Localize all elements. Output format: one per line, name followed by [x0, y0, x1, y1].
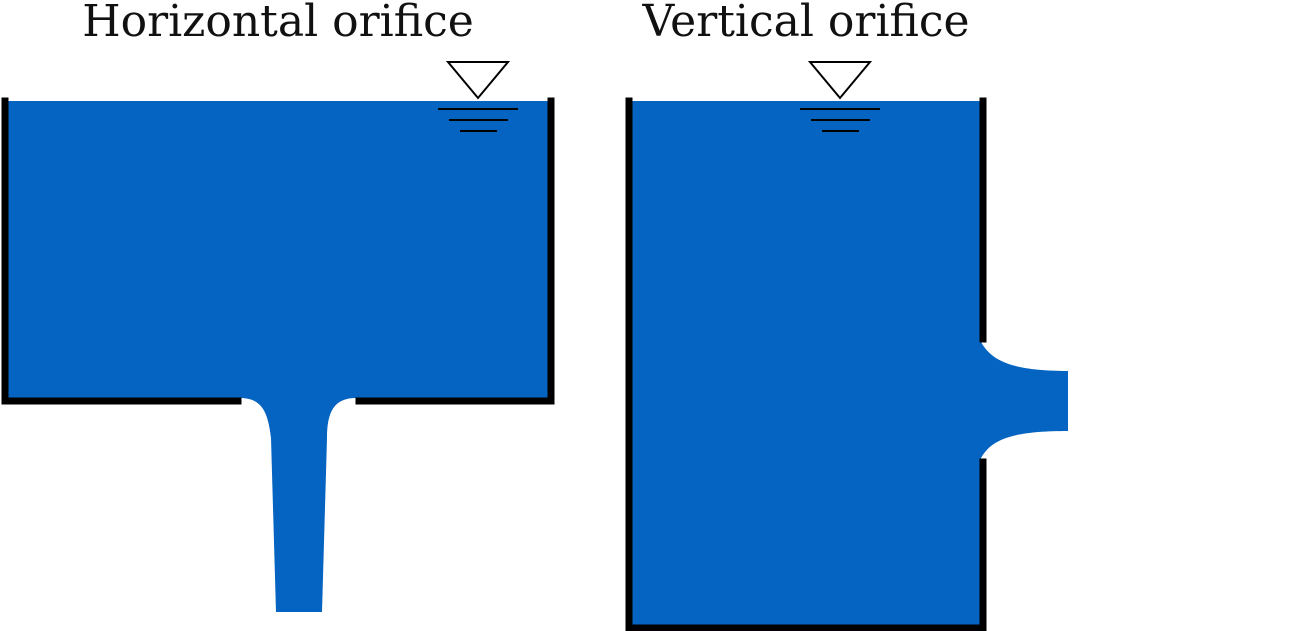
right-tank-wall-left-bottom-right: [625, 97, 987, 631]
horizontal-orifice-tank: [1, 61, 555, 612]
vertical-orifice-title: Vertical orifice: [641, 0, 969, 47]
vertical-orifice-tank: [625, 61, 1068, 631]
left-tank-water: [8, 101, 548, 612]
left-tank-wall-right-bottom: [355, 97, 555, 405]
right-tank-water: [632, 101, 1068, 625]
horizontal-orifice-title: Horizontal orifice: [82, 0, 474, 47]
left-tank-wall-left-bottom: [1, 97, 242, 405]
right-water-level-triangle-icon: [800, 61, 880, 132]
left-water-level-triangle-icon: [438, 61, 518, 132]
